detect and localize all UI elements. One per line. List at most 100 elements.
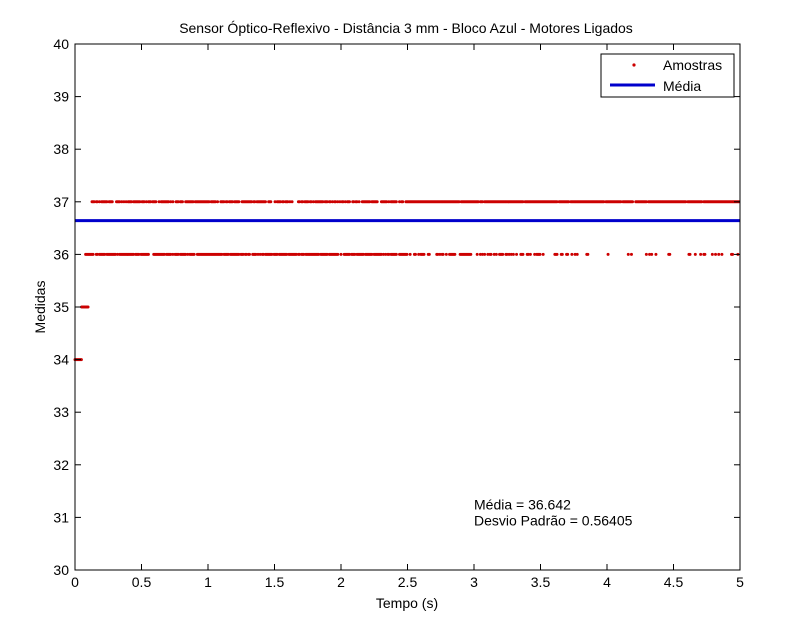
sample-point <box>220 252 224 256</box>
sample-point <box>714 252 718 256</box>
legend-box <box>600 53 735 98</box>
sample-point <box>321 200 325 204</box>
sample-point <box>507 252 511 256</box>
sample-point <box>256 252 260 256</box>
sample-point <box>138 200 142 204</box>
sample-point <box>222 200 226 204</box>
sample-point <box>325 252 329 256</box>
sample-point <box>286 200 290 204</box>
sample-point <box>684 200 688 204</box>
sample-point <box>176 252 180 256</box>
sample-point <box>191 200 195 204</box>
sample-point <box>137 252 141 256</box>
sample-point <box>309 200 313 204</box>
sample-point <box>86 305 90 309</box>
sample-point <box>122 200 126 204</box>
sample-point <box>248 252 251 256</box>
sample-point <box>244 252 248 256</box>
sample-point <box>334 200 338 204</box>
sample-point <box>317 252 321 256</box>
sample-point <box>192 252 196 256</box>
sample-point <box>225 200 229 204</box>
sample-point <box>699 252 703 256</box>
sample-point <box>475 252 479 256</box>
sample-point <box>478 252 482 256</box>
y-axis: 30 31 32 33 34 35 36 37 38 39 40 <box>53 36 740 578</box>
sample-point <box>311 200 315 204</box>
sample-point <box>216 200 220 204</box>
sample-point <box>703 252 707 256</box>
sample-point <box>124 200 128 204</box>
samples-layer <box>73 200 741 362</box>
sample-point <box>142 200 146 204</box>
sample-point <box>668 252 672 256</box>
sample-point <box>352 200 356 204</box>
sample-point <box>298 252 301 256</box>
sample-point <box>92 200 96 204</box>
sample-point <box>129 200 133 204</box>
sample-point <box>110 200 114 204</box>
sample-point <box>184 252 188 256</box>
sample-point <box>384 252 388 256</box>
sample-point <box>469 252 473 256</box>
sample-point <box>394 252 398 256</box>
sample-point <box>258 252 262 256</box>
sample-point <box>273 200 277 204</box>
sample-point <box>398 200 402 204</box>
sample-point <box>270 252 274 256</box>
sample-point <box>95 252 99 256</box>
sample-point <box>481 200 485 204</box>
sample-point <box>325 200 329 204</box>
x-tick-label: 2.5 <box>398 574 418 590</box>
sample-point <box>720 252 724 256</box>
sample-point <box>533 252 537 256</box>
sample-point <box>575 252 579 256</box>
x-axis-label: Tempo (s) <box>376 595 438 611</box>
sample-point <box>169 252 173 256</box>
sample-point <box>427 252 431 256</box>
sample-point <box>171 252 175 256</box>
sample-point <box>626 252 630 256</box>
sample-point <box>353 252 357 256</box>
sample-point <box>654 252 658 256</box>
y-axis-label: Medidas <box>32 281 48 334</box>
sample-point <box>361 252 365 256</box>
sample-point <box>385 200 389 204</box>
legend-label-amostras: Amostras <box>663 57 722 73</box>
sample-point <box>338 200 342 204</box>
sample-point <box>382 252 386 256</box>
sample-point <box>261 252 265 256</box>
y-tick-label: 35 <box>53 299 69 315</box>
sample-point <box>237 200 241 204</box>
plot-area <box>75 44 740 570</box>
sample-point <box>357 200 361 204</box>
sample-point <box>328 200 332 204</box>
y-tick-label: 32 <box>53 457 69 473</box>
sample-point <box>167 200 171 204</box>
annotation-std-dev: Desvio Padrão = 0.56405 <box>474 512 633 528</box>
sample-point <box>486 252 490 256</box>
sample-point <box>79 358 83 362</box>
sample-point <box>250 200 254 204</box>
sample-point <box>457 200 461 204</box>
x-tick-label: 1 <box>204 574 212 590</box>
sample-point <box>169 200 173 204</box>
legend-label-media: Média <box>663 78 701 94</box>
sample-point <box>269 200 273 204</box>
sample-point <box>422 252 426 256</box>
sample-point <box>413 252 417 256</box>
sample-point <box>230 200 234 204</box>
y-tick-label: 38 <box>53 141 69 157</box>
sample-point <box>275 252 279 256</box>
sample-point <box>528 252 532 256</box>
x-tick-label: 5 <box>736 574 744 590</box>
sample-point <box>241 252 245 256</box>
sample-point <box>394 200 398 204</box>
sample-point <box>157 200 161 204</box>
sample-point <box>570 252 574 256</box>
sample-point <box>207 200 211 204</box>
sample-point <box>370 252 374 256</box>
sample-point <box>91 252 95 256</box>
sample-point <box>566 252 570 256</box>
